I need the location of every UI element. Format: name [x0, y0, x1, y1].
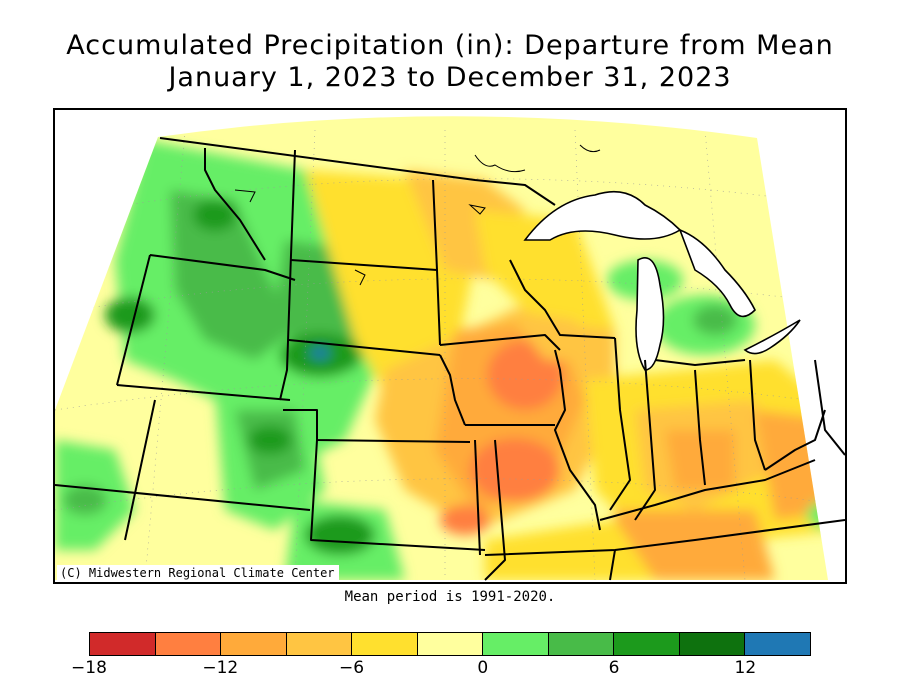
lake-superior — [523, 190, 682, 241]
legend-tick-label: 6 — [608, 658, 620, 678]
legend-swatch — [679, 633, 746, 655]
legend-swatch — [352, 633, 418, 655]
lake-michigan — [635, 257, 665, 371]
precipitation-departure-map — [53, 108, 847, 584]
legend-swatch — [90, 633, 156, 655]
legend-swatch — [417, 633, 484, 655]
precip-field — [55, 116, 828, 580]
shorelines — [234, 144, 601, 286]
map-title: Accumulated Precipitation (in): Departur… — [66, 30, 834, 61]
legend-swatch — [548, 633, 615, 655]
map-date-range: January 1, 2023 to December 31, 2023 — [168, 62, 732, 93]
legend-swatch — [286, 633, 353, 655]
lake-huron — [678, 228, 756, 318]
state-boundaries — [55, 137, 845, 581]
legend-tick-label: 12 — [734, 658, 757, 678]
legend-swatch — [745, 633, 811, 655]
lake-erie — [743, 319, 801, 355]
credit-label: (C) Midwestern Regional Climate Center — [57, 565, 339, 581]
mean-period-note: Mean period is 1991-2020. — [344, 589, 556, 605]
legend-swatch — [614, 633, 680, 655]
legend-swatch — [155, 633, 222, 655]
legend-tick-label: −18 — [71, 658, 107, 678]
map-canvas — [55, 110, 845, 582]
legend-tick-label: 0 — [477, 658, 489, 678]
legend-swatch — [483, 633, 549, 655]
color-legend — [89, 632, 811, 656]
legend-tick-label: −6 — [339, 658, 365, 678]
legend-tick-label: −12 — [202, 658, 239, 678]
legend-color-bar — [89, 632, 811, 656]
great-lakes — [523, 190, 801, 371]
legend-swatch — [221, 633, 287, 655]
